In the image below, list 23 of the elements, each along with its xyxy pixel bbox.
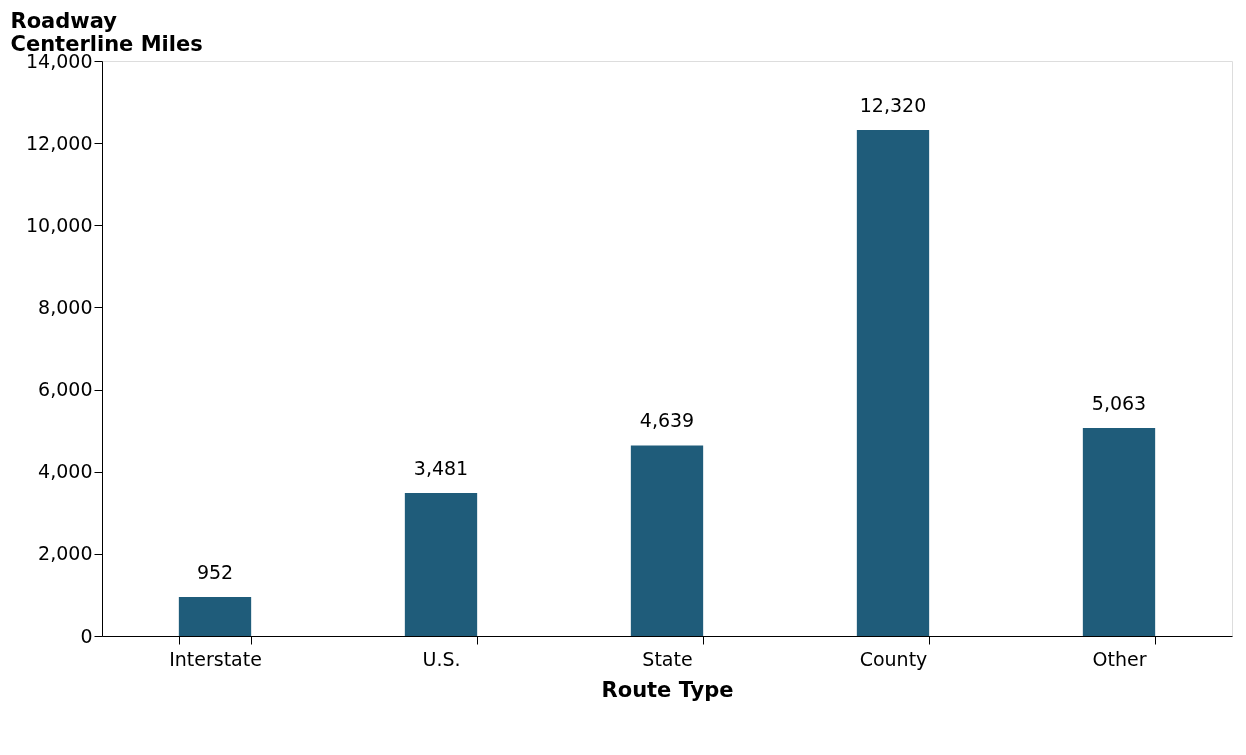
bar — [404, 493, 478, 636]
x-axis-title: Route Type — [601, 677, 734, 702]
x-tick-label: U.S. — [422, 647, 461, 670]
bar — [1082, 428, 1156, 636]
y-tick-label: 12,000 — [26, 131, 93, 154]
data-label: 3,481 — [413, 457, 469, 480]
x-tick-label: County — [859, 647, 928, 670]
data-label: 12,320 — [859, 94, 927, 116]
bar — [630, 445, 704, 636]
bar — [856, 130, 930, 636]
x-tick-label: Interstate — [169, 647, 262, 670]
y-tick-label: 6,000 — [38, 378, 93, 401]
data-label: 952 — [196, 560, 234, 583]
x-tick-label: Other — [1092, 647, 1147, 670]
y-tick-label: 0 — [80, 624, 93, 647]
y-tick-label: 2,000 — [38, 542, 93, 565]
bar — [178, 596, 252, 636]
data-label: 4,639 — [639, 409, 695, 432]
x-tick-label: State — [642, 647, 693, 670]
y-tick-label: 4,000 — [38, 460, 93, 483]
y-tick-label: 10,000 — [26, 213, 93, 236]
y-tick-label: 8,000 — [38, 295, 93, 318]
data-label: 5,063 — [1091, 392, 1147, 415]
